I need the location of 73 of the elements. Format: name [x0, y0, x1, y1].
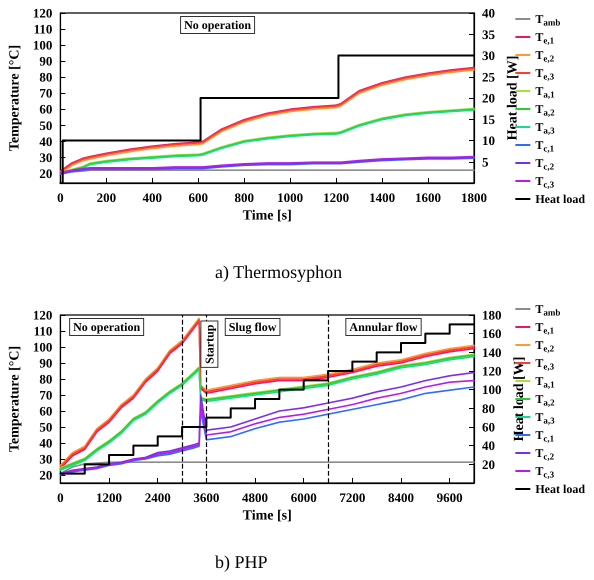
y2-tick-label: 5	[482, 154, 489, 170]
x-tick-label: 9600	[436, 490, 463, 505]
y-tick-label: 30	[39, 452, 52, 466]
x-tick-label: 1600	[415, 190, 442, 205]
x-tick-label: 3600	[193, 490, 220, 505]
x-tick-label: 4800	[242, 490, 268, 505]
x-tick-label: 6000	[290, 490, 317, 505]
y-tick-label: 50	[39, 420, 52, 434]
x-tick-label: 800	[234, 190, 254, 205]
y2-tick-label: 20	[482, 456, 495, 472]
legend-label: Heat load	[535, 482, 586, 496]
y2-tick-label: 35	[482, 26, 496, 42]
y-tick-label: 60	[39, 404, 52, 418]
x-tick-label: 0	[57, 490, 64, 505]
y-tick-label: 30	[39, 150, 52, 165]
line-series	[60, 461, 475, 474]
y-tick-label: 40	[39, 436, 52, 450]
y2-tick-label: 30	[482, 48, 495, 63]
y-tick-label: 120	[32, 6, 52, 20]
legend-label: Heat load	[535, 192, 586, 206]
x-tick-label: 1000	[277, 190, 304, 205]
x-tick-label: 1800	[461, 190, 487, 205]
x-axis-title: Time [s]	[242, 208, 292, 224]
x-tick-label: 0	[57, 190, 64, 205]
x-tick-label: 1400	[369, 190, 396, 205]
y-tick-label: 70	[39, 388, 52, 402]
y2-tick-label: 40	[482, 438, 495, 454]
x-tick-label: 400	[142, 190, 162, 205]
y-tick-label: 100	[32, 340, 52, 354]
y-tick-label: 70	[39, 86, 52, 101]
y-tick-label: 100	[32, 38, 52, 53]
y2-tick-label: 140	[482, 344, 502, 360]
annotation: Slug flow	[228, 320, 277, 334]
x-tick-label: 1200	[96, 490, 122, 505]
y2-tick-label: 20	[482, 90, 495, 106]
y-tick-label: 120	[32, 308, 52, 322]
y2-tick-label: 25	[482, 69, 496, 84]
x-tick-label: 1200	[323, 190, 350, 205]
y2-axis-title: Heat load [W]	[505, 56, 520, 140]
y-axis-title: Temperature [°C]	[8, 44, 22, 152]
x-tick-label: 600	[188, 190, 208, 205]
annotation: No operation	[73, 320, 140, 334]
x-axis-title: Time [s]	[242, 508, 292, 524]
y-tick-label: 20	[39, 468, 52, 482]
y-tick-label: 90	[39, 54, 52, 69]
y2-tick-label: 60	[482, 420, 495, 434]
y2-tick-label: 10	[482, 133, 495, 148]
y-tick-label: 110	[34, 22, 52, 37]
y2-tick-label: 15	[482, 112, 496, 127]
annotation: Startup	[202, 324, 216, 364]
y2-tick-label: 180	[482, 308, 502, 322]
y-tick-label: 110	[34, 324, 52, 338]
y-tick-label: 80	[39, 70, 52, 85]
x-tick-label: 200	[96, 190, 116, 205]
y-tick-label: 50	[39, 118, 52, 133]
y-axis-title: Temperature [°C]	[8, 346, 22, 452]
annotation: No operation	[184, 18, 252, 32]
y-tick-label: 80	[39, 372, 52, 386]
annotation: Annular flow	[349, 320, 418, 334]
y2-tick-label: 100	[482, 382, 502, 398]
y-tick-label: 20	[39, 166, 52, 181]
y-tick-label: 60	[39, 102, 52, 117]
y2-tick-label: 160	[482, 326, 502, 342]
x-tick-label: 2400	[144, 490, 171, 505]
text: b) PHP	[215, 552, 268, 572]
y2-tick-label: 80	[482, 400, 495, 416]
text: a) Thermosyphon	[215, 262, 342, 282]
y2-tick-label: 120	[482, 364, 502, 378]
x-tick-label: 8400	[388, 490, 414, 505]
x-tick-label: 7200	[339, 490, 366, 505]
y-tick-label: 40	[39, 134, 52, 149]
y2-tick-label: 40	[482, 6, 495, 20]
y-tick-label: 90	[39, 356, 52, 370]
